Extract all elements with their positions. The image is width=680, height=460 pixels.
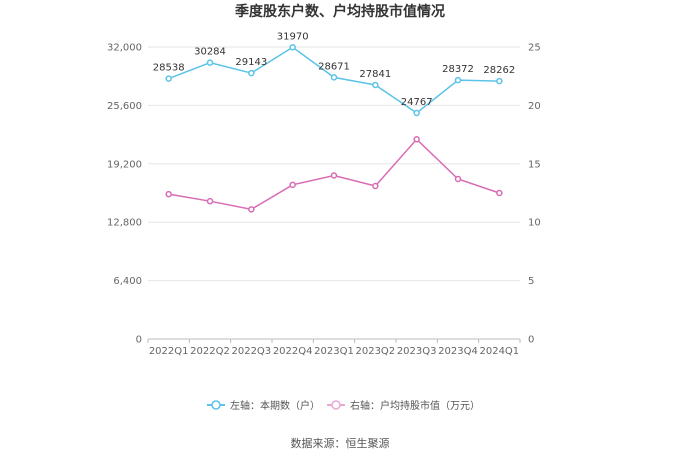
data-label: 28538 (153, 63, 185, 74)
legend: 左轴：本期数（户） 右轴：户均持股市值（万元） (207, 399, 480, 412)
right-axis: 0 5 10 15 20 25 (528, 43, 541, 346)
legend-marker-left (211, 400, 221, 410)
left-tick-label: 19,200 (107, 159, 142, 170)
data-point (206, 197, 214, 205)
data-point (496, 77, 503, 85)
series-left: 28538 30284 29143 31970 28671 27841 24767 28372… (153, 31, 515, 117)
legend-label-left: 左轴：本期数（户） (230, 399, 320, 412)
data-point (206, 59, 214, 66)
x-tick-label: 2024Q1 (479, 346, 519, 357)
right-tick-label: 0 (528, 335, 534, 346)
data-label: 28671 (318, 61, 350, 72)
data-point (413, 136, 420, 143)
right-tick-label: 25 (528, 43, 541, 54)
legend-marker-right (331, 400, 341, 410)
left-axis: 0 6,400 12,800 19,200 25,600 32,000 (107, 43, 142, 346)
data-point (165, 75, 172, 82)
chart-title: 季度股东户数、户均持股市值情况 (234, 3, 445, 20)
left-tick-label: 12,800 (107, 218, 142, 229)
grid (148, 46, 520, 340)
x-axis: 2022Q1 2022Q2 2022Q3 2022Q4 2023Q1 2023Q2 2023… (147, 339, 521, 357)
x-tick-label: 2023Q2 (355, 346, 395, 357)
legend-item-left[interactable]: 左轴：本期数（户） (207, 399, 320, 412)
right-tick-label: 20 (528, 101, 541, 112)
x-tick-label: 2022Q2 (190, 346, 230, 357)
x-tick-label: 2023Q4 (438, 346, 478, 357)
data-point (413, 109, 420, 117)
data-point (372, 182, 379, 190)
x-tick-label: 2023Q3 (397, 346, 437, 357)
data-label: 29143 (235, 57, 267, 68)
data-point (372, 81, 379, 89)
data-label: 24767 (401, 97, 433, 108)
data-source: 数据来源：恒生聚源 (291, 436, 390, 450)
data-point (289, 181, 296, 189)
x-tick-label: 2022Q4 (273, 346, 313, 357)
data-label: 28372 (442, 64, 474, 75)
data-point (330, 74, 338, 81)
left-tick-label: 0 (136, 335, 142, 346)
right-tick-label: 10 (528, 218, 541, 229)
data-label: 31970 (277, 31, 309, 42)
x-tick-label: 2022Q1 (149, 346, 189, 357)
x-tick-label: 2022Q3 (231, 346, 271, 357)
data-point (248, 69, 255, 77)
series-right (165, 136, 503, 213)
data-label: 27841 (359, 69, 391, 80)
data-point (330, 172, 338, 179)
data-point (496, 189, 503, 197)
right-tick-label: 5 (528, 276, 534, 287)
data-point (454, 175, 462, 183)
legend-item-right[interactable]: 右轴：户均持股市值（万元） (327, 399, 480, 412)
data-point (165, 190, 172, 198)
data-label: 28262 (483, 65, 515, 76)
left-tick-label: 25,600 (107, 101, 142, 112)
data-label: 30284 (194, 47, 226, 58)
data-point (289, 44, 296, 51)
left-tick-label: 32,000 (107, 43, 142, 54)
left-tick-label: 6,400 (113, 276, 142, 287)
x-tick-label: 2023Q1 (314, 346, 354, 357)
data-point (454, 76, 462, 84)
data-point (248, 206, 255, 213)
right-tick-label: 15 (528, 159, 541, 170)
legend-label-right: 右轴：户均持股市值（万元） (350, 399, 480, 412)
